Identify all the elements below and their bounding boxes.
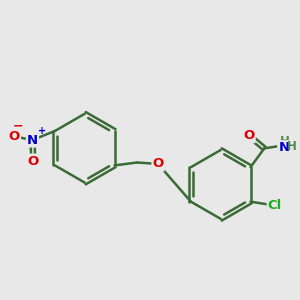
Text: O: O [152, 158, 164, 170]
Text: N: N [278, 141, 290, 154]
Text: O: O [28, 154, 39, 168]
Text: −: − [13, 120, 23, 133]
Text: N: N [27, 134, 38, 146]
Text: H: H [287, 140, 297, 153]
Text: O: O [9, 130, 20, 143]
Text: +: + [38, 126, 46, 136]
Text: Cl: Cl [268, 199, 282, 212]
Text: O: O [243, 129, 255, 142]
Text: H: H [280, 135, 290, 148]
